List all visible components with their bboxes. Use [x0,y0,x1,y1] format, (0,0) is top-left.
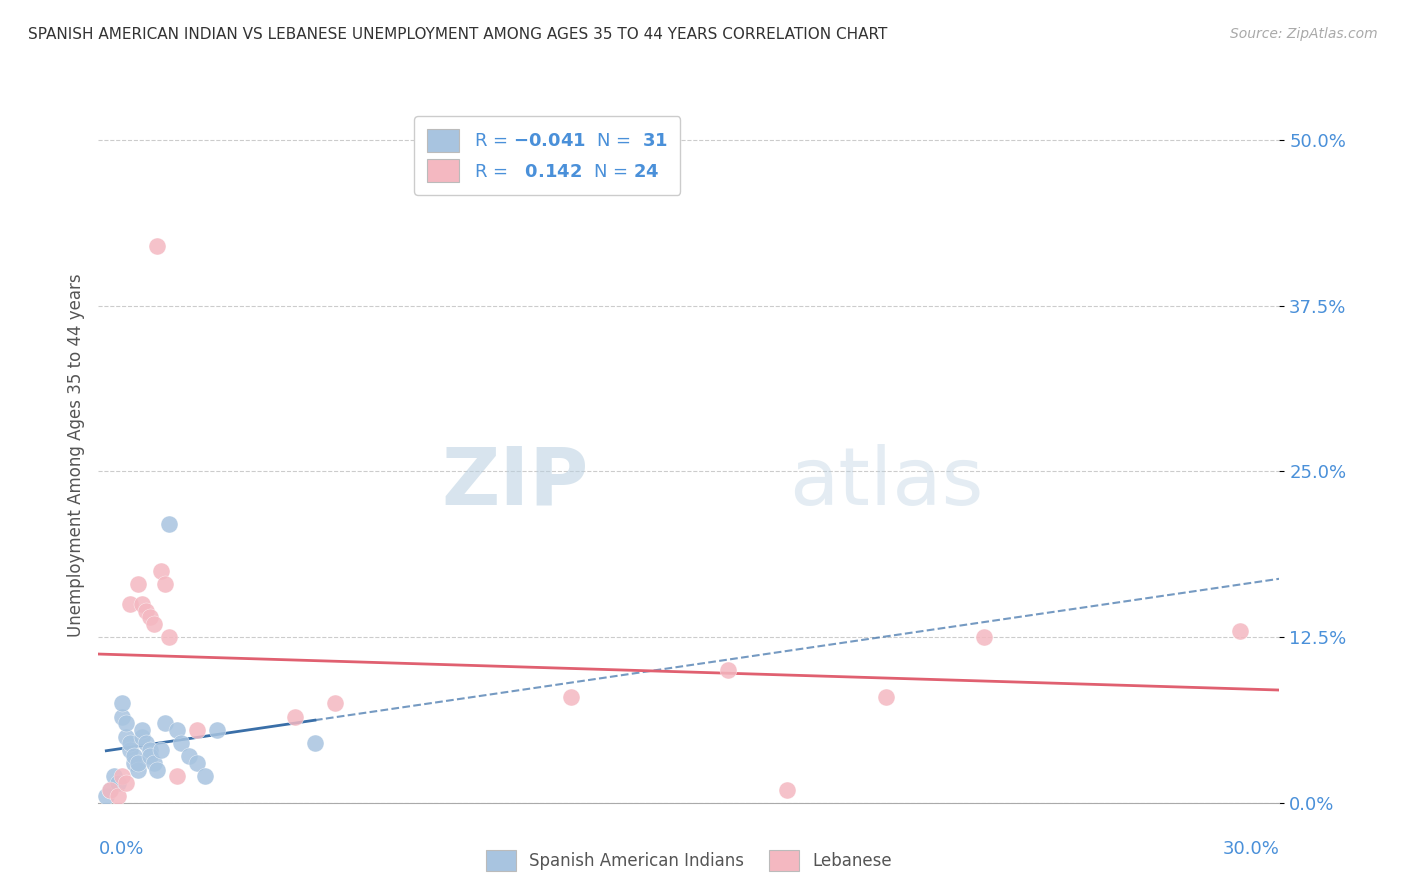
Point [146,763,169,777]
Text: 0.0%: 0.0% [98,840,143,858]
Point [135,604,157,618]
Point [138,610,160,624]
Point [118,736,141,750]
Point [96,789,118,804]
Point [103,769,125,783]
Point [115,776,138,790]
Point [155,577,177,591]
Point [776,782,799,797]
Point [717,663,740,677]
Point [142,616,165,631]
Point [155,716,177,731]
Point [122,756,145,770]
Point [127,577,149,591]
Point [111,697,134,711]
Point [177,749,200,764]
Point [107,776,129,790]
Point [146,239,169,253]
Point [150,743,173,757]
Point [115,716,138,731]
Point [186,756,208,770]
Point [98,782,121,797]
Point [194,769,217,783]
Text: Source: ZipAtlas.com: Source: ZipAtlas.com [1230,27,1378,41]
Point [142,756,165,770]
Point [284,709,307,723]
Text: ZIP: ZIP [441,443,589,522]
Point [973,630,995,644]
Legend: Spanish American Indians, Lebanese: Spanish American Indians, Lebanese [479,843,898,878]
Point [186,723,208,737]
Point [205,723,228,737]
Point [157,630,180,644]
Point [875,690,897,704]
Point [157,517,180,532]
Point [131,730,153,744]
Point [131,723,153,737]
Point [138,743,160,757]
Point [107,789,129,804]
Point [115,730,138,744]
Point [166,769,188,783]
Point [135,736,157,750]
Point [98,782,121,797]
Text: atlas: atlas [789,443,984,522]
Point [1229,624,1251,638]
Point [150,564,173,578]
Point [127,763,149,777]
Point [138,749,160,764]
Point [560,690,582,704]
Point [170,736,193,750]
Point [127,756,149,770]
Point [122,749,145,764]
Text: 30.0%: 30.0% [1223,840,1279,858]
Point [118,743,141,757]
Point [304,736,326,750]
Point [111,769,134,783]
Point [111,709,134,723]
Text: SPANISH AMERICAN INDIAN VS LEBANESE UNEMPLOYMENT AMONG AGES 35 TO 44 YEARS CORRE: SPANISH AMERICAN INDIAN VS LEBANESE UNEM… [28,27,887,42]
Y-axis label: Unemployment Among Ages 35 to 44 years: Unemployment Among Ages 35 to 44 years [66,273,84,637]
Point [131,597,153,611]
Point [323,697,346,711]
Point [166,723,188,737]
Point [118,597,141,611]
